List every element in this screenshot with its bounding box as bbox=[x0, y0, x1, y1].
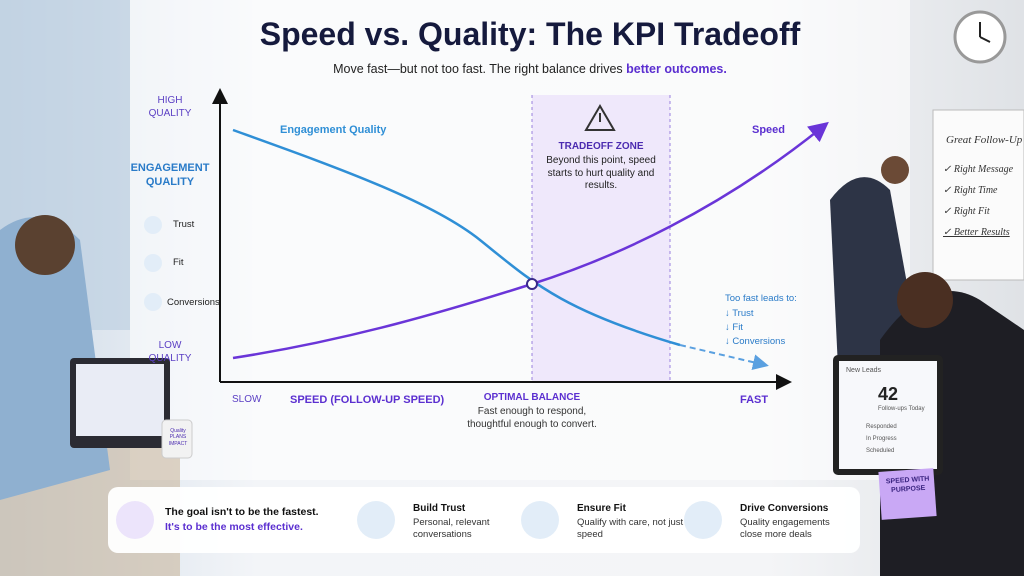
warning-icon bbox=[584, 104, 616, 131]
monitor-screen bbox=[839, 361, 937, 469]
monitor-caption: Follow-ups Today bbox=[878, 406, 925, 412]
monitor-row: Scheduled bbox=[866, 448, 895, 454]
whiteboard bbox=[932, 109, 1024, 281]
trust-icon bbox=[357, 501, 395, 539]
trust-icon bbox=[144, 216, 162, 234]
speed-label: Speed bbox=[752, 124, 786, 136]
warning-item: ↓ Fit bbox=[725, 322, 743, 333]
conversions-icon bbox=[144, 293, 162, 311]
goal: The goal isn't to be the fastest. bbox=[165, 506, 319, 518]
fit-icon bbox=[144, 254, 162, 272]
whiteboard-item: ✓ Right Time bbox=[943, 185, 998, 196]
quality-curve-dashed bbox=[679, 344, 769, 371]
y-item: Conversions bbox=[167, 297, 220, 308]
bulb-icon bbox=[116, 501, 154, 539]
tradeoff-zone bbox=[532, 95, 670, 382]
monitor-number: 42 bbox=[878, 384, 899, 404]
whiteboard-item: ✓ Better Results bbox=[943, 227, 1010, 238]
y-item: Trust bbox=[173, 219, 195, 230]
low-label: LOW QUALITY bbox=[148, 340, 192, 364]
title: Speed vs. Quality: The KPI Tradeoff bbox=[259, 16, 801, 52]
whiteboard-item: ✓ Right Fit bbox=[943, 206, 990, 217]
fast-label: FAST bbox=[740, 394, 769, 406]
quality-label: Engagement Quality bbox=[280, 124, 387, 136]
optimal-label: OPTIMAL BALANCE bbox=[483, 392, 581, 403]
monitor-row: In Progress bbox=[866, 436, 897, 442]
card-text: Qualify with care, not just speed bbox=[577, 517, 684, 540]
card-title: Drive Conversions bbox=[740, 503, 829, 514]
subtitle-text: Move fast—but not too fast. The right ba… bbox=[333, 62, 627, 76]
quality-curve bbox=[232, 128, 681, 347]
person-head bbox=[15, 215, 75, 275]
card-title: Ensure Fit bbox=[577, 503, 626, 514]
warning-title: Too fast leads to: bbox=[725, 293, 797, 304]
conversions-icon bbox=[684, 501, 722, 539]
mug bbox=[161, 419, 193, 459]
y-axis-label: ENGAGEMENT QUALITY bbox=[130, 162, 210, 188]
monitor-row: Responded bbox=[866, 424, 897, 430]
person-head bbox=[897, 272, 953, 328]
optimal-point bbox=[526, 278, 538, 290]
card-text: Quality engagements close more deals bbox=[740, 517, 830, 540]
clock-hand bbox=[979, 36, 991, 43]
zone-text: Beyond this point, speed starts to hurt … bbox=[546, 155, 656, 191]
warning-item: ↓ Conversions bbox=[725, 336, 786, 347]
fit-icon bbox=[521, 501, 559, 539]
x-axis-label: SPEED (FOLLOW-UP SPEED) bbox=[290, 394, 445, 406]
goal-highlight: It's to be the most effective. bbox=[165, 521, 303, 533]
footer-panel bbox=[108, 487, 860, 553]
person-head bbox=[881, 156, 909, 184]
card-text: Personal, relevant conversations bbox=[413, 517, 490, 540]
whiteboard-item: ✓ Right Message bbox=[943, 164, 1014, 175]
laptop-screen bbox=[76, 364, 164, 436]
y-item: Fit bbox=[173, 257, 184, 268]
slow-label: SLOW bbox=[232, 394, 262, 405]
high-label: HIGH QUALITY bbox=[148, 95, 192, 119]
subtitle-highlight: better outcomes. bbox=[626, 62, 727, 76]
mug-text: Quality PLANS IMPACT bbox=[168, 428, 188, 447]
card-title: Build Trust bbox=[413, 503, 466, 514]
optimal-text: Fast enough to respond, thoughtful enoug… bbox=[467, 406, 597, 430]
panel bbox=[130, 0, 910, 480]
monitor-title: New Leads bbox=[846, 367, 882, 374]
zone-title: TRADEOFF ZONE bbox=[558, 141, 644, 152]
subtitle: Move fast—but not too fast. The right ba… bbox=[0, 62, 1024, 78]
sticky-note bbox=[878, 468, 937, 520]
warning-item: ↓ Trust bbox=[725, 308, 754, 319]
sticky-text: SPEED WITH PURPOSE bbox=[885, 475, 930, 494]
whiteboard-title: Great Follow-Up bbox=[946, 134, 1023, 146]
